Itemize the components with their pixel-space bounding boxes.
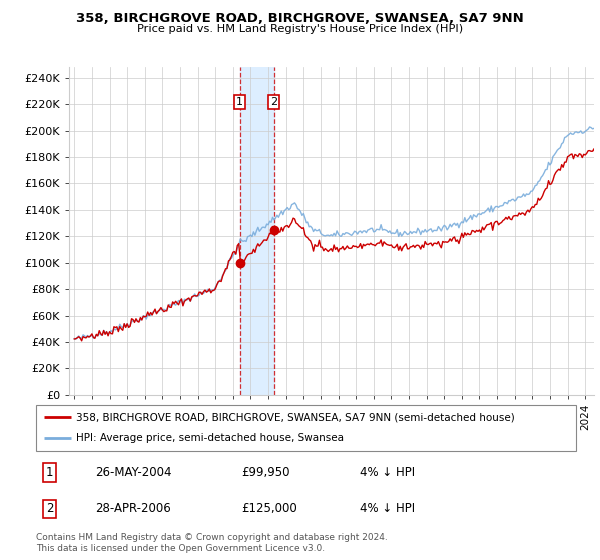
FancyBboxPatch shape [36, 405, 576, 451]
Text: 26-MAY-2004: 26-MAY-2004 [95, 466, 172, 479]
Text: 1: 1 [46, 466, 53, 479]
Bar [239, 67, 274, 395]
Text: £99,950: £99,950 [241, 466, 290, 479]
Text: 358, BIRCHGROVE ROAD, BIRCHGROVE, SWANSEA, SA7 9NN: 358, BIRCHGROVE ROAD, BIRCHGROVE, SWANSE… [76, 12, 524, 25]
Text: £125,000: £125,000 [241, 502, 297, 515]
Text: 4% ↓ HPI: 4% ↓ HPI [360, 502, 415, 515]
Text: Price paid vs. HM Land Registry's House Price Index (HPI): Price paid vs. HM Land Registry's House … [137, 24, 463, 34]
Text: Contains HM Land Registry data © Crown copyright and database right 2024.
This d: Contains HM Land Registry data © Crown c… [36, 533, 388, 553]
Text: 28-APR-2006: 28-APR-2006 [95, 502, 171, 515]
Text: 2: 2 [270, 96, 277, 106]
Text: 358, BIRCHGROVE ROAD, BIRCHGROVE, SWANSEA, SA7 9NN (semi-detached house): 358, BIRCHGROVE ROAD, BIRCHGROVE, SWANSE… [77, 412, 515, 422]
Text: 4% ↓ HPI: 4% ↓ HPI [360, 466, 415, 479]
Text: 1: 1 [236, 96, 243, 106]
Text: 2: 2 [46, 502, 53, 515]
Text: HPI: Average price, semi-detached house, Swansea: HPI: Average price, semi-detached house,… [77, 433, 344, 444]
